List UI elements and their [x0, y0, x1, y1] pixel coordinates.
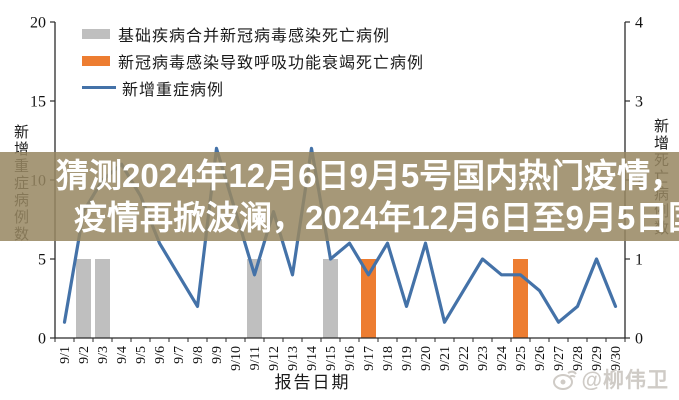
- orange-bar-swatch-icon: [82, 55, 110, 66]
- x-tick-label: 9/10: [229, 346, 244, 371]
- x-tick-label: 9/11: [248, 346, 263, 370]
- y-tick-label-right: 3: [635, 94, 643, 111]
- chart-legend: 基础疾病合并新冠病毒感染死亡病例 新冠病毒感染导致呼吸功能衰竭死亡病例 新增重症…: [82, 20, 424, 101]
- watermark: @柳伟卫: [552, 364, 669, 394]
- death-bar: [361, 259, 376, 338]
- headline-overlay: 猜测2024年12月6日9月5号国内热门疫情， 疫情再掀波澜，2024年12月6…: [0, 152, 679, 241]
- weibo-logo-icon: [552, 370, 577, 390]
- legend-label: 新冠病毒感染导致呼吸功能衰竭死亡病例: [118, 54, 425, 72]
- x-tick-label: 9/8: [191, 346, 206, 364]
- x-tick-label: 9/15: [324, 346, 339, 371]
- x-tick-label: 9/7: [172, 346, 187, 364]
- blue-line-swatch-icon: [82, 86, 116, 89]
- x-axis-title: 报告日期: [274, 373, 351, 392]
- x-tick-label: 9/21: [438, 346, 453, 371]
- y-tick-label-left: 20: [30, 15, 46, 32]
- x-tick-label: 9/19: [400, 346, 415, 371]
- x-tick-label: 9/20: [419, 346, 434, 371]
- gray-bar-swatch-icon: [82, 28, 110, 39]
- x-tick-label: 9/27: [552, 346, 567, 371]
- legend-item-underlying-disease-deaths: 基础疾病合并新冠病毒感染死亡病例: [82, 20, 424, 47]
- x-tick-label: 9/24: [495, 346, 510, 371]
- death-bar: [95, 259, 110, 338]
- x-tick-label: 9/12: [267, 346, 282, 371]
- y-tick-label-right: 0: [635, 331, 643, 348]
- x-tick-label: 9/22: [457, 346, 472, 371]
- legend-label: 基础疾病合并新冠病毒感染死亡病例: [118, 27, 391, 45]
- legend-label: 新增重症病例: [122, 81, 225, 99]
- x-tick-label: 9/26: [533, 346, 548, 371]
- x-tick-label: 9/13: [286, 346, 301, 371]
- y-tick-label-left: 0: [38, 331, 46, 348]
- y-tick-label-left: 5: [38, 252, 46, 269]
- x-tick-label: 9/18: [381, 346, 396, 371]
- x-tick-label: 9/17: [362, 346, 377, 371]
- x-tick-label: 9/6: [153, 346, 168, 364]
- death-bar: [247, 259, 262, 338]
- death-bar: [76, 259, 91, 338]
- death-bar: [323, 259, 338, 338]
- legend-item-respiratory-failure-deaths: 新冠病毒感染导致呼吸功能衰竭死亡病例: [82, 47, 424, 74]
- x-tick-label: 9/1: [58, 346, 73, 364]
- x-tick-label: 9/14: [305, 346, 320, 371]
- x-tick-label: 9/9: [210, 346, 225, 364]
- y-tick-label-right: 4: [635, 15, 643, 32]
- headline-line-1: 猜测2024年12月6日9月5号国内热门疫情，: [56, 157, 679, 194]
- x-tick-label: 9/30: [609, 346, 624, 371]
- x-tick-label: 9/29: [590, 346, 605, 371]
- death-bar: [513, 259, 528, 338]
- x-tick-label: 9/16: [343, 346, 358, 371]
- x-tick-label: 9/28: [571, 346, 586, 371]
- x-tick-label: 9/2: [77, 346, 92, 364]
- x-tick-label: 9/23: [476, 346, 491, 371]
- x-tick-label: 9/4: [115, 346, 130, 364]
- x-tick-label: 9/25: [514, 346, 529, 371]
- headline-line-2: 疫情再掀波澜，2024年12月6日至9月5日国: [74, 199, 679, 236]
- legend-item-new-severe-cases: 新增重症病例: [82, 74, 424, 101]
- x-tick-label: 9/5: [134, 346, 149, 364]
- y-tick-label-right: 1: [635, 252, 643, 269]
- y-tick-label-left: 15: [30, 94, 46, 111]
- watermark-handle: @柳伟卫: [581, 369, 669, 392]
- x-tick-label: 9/3: [96, 346, 111, 364]
